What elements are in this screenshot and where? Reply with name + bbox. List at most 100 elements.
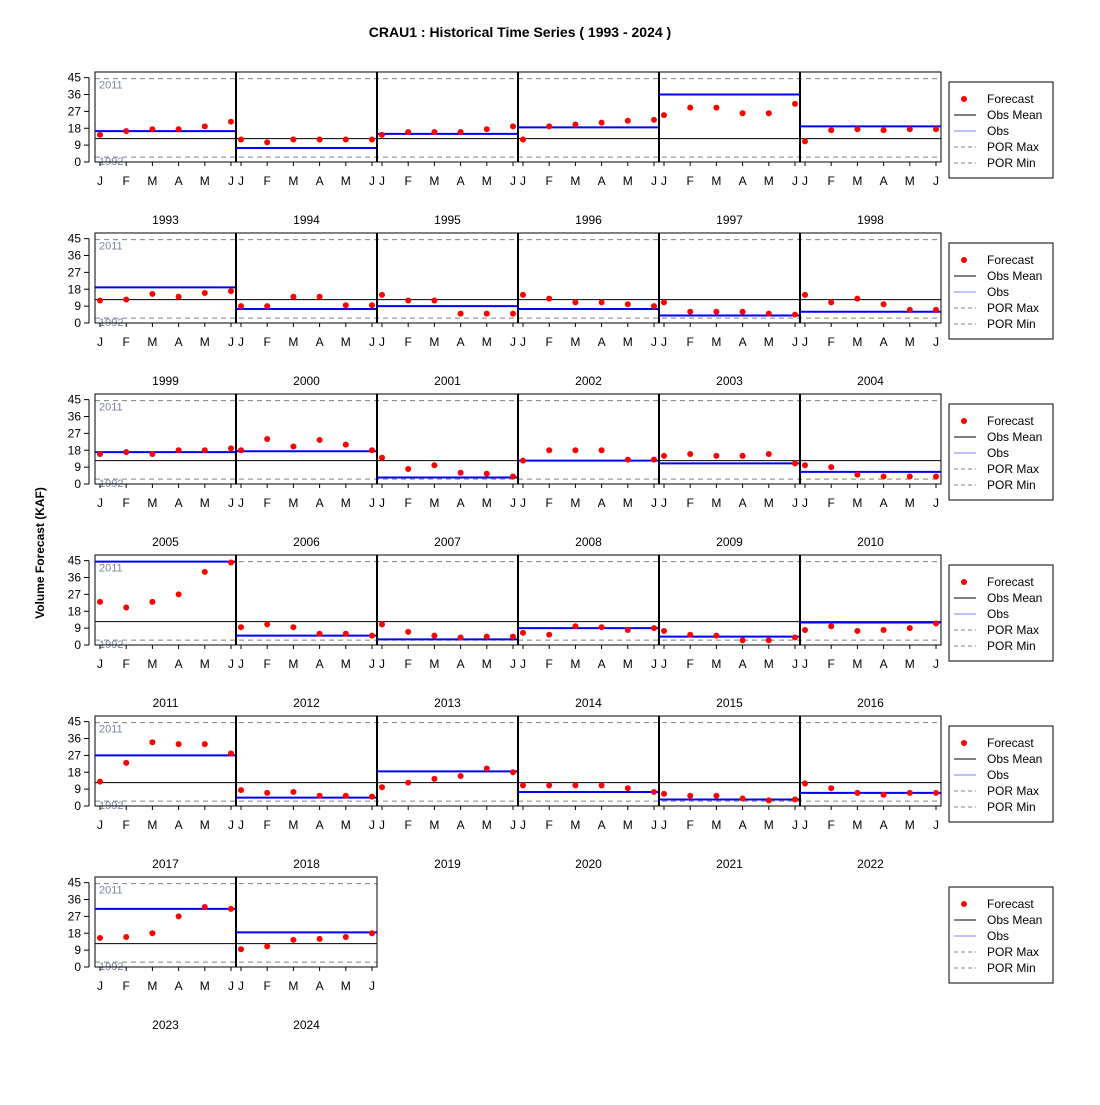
forecast-point [369, 447, 375, 454]
forecast-point [342, 934, 349, 940]
month-label: M [482, 335, 492, 349]
forecast-point [546, 631, 553, 638]
month-label: J [510, 657, 516, 671]
forecast-point [713, 792, 720, 799]
month-label: J [661, 496, 667, 510]
y-tick-label: 27 [68, 104, 82, 118]
forecast-point [828, 785, 835, 792]
panel-frame [235, 715, 378, 807]
month-label: J [792, 818, 798, 832]
month-label: F [264, 174, 271, 188]
forecast-point [510, 473, 516, 480]
month-label: F [828, 174, 835, 188]
forecast-point [457, 310, 464, 317]
year-label: 2004 [857, 374, 884, 388]
month-label: J [379, 818, 385, 832]
forecast-point [342, 302, 349, 309]
forecast-point [431, 632, 438, 639]
month-label: M [711, 335, 721, 349]
month-label: M [570, 496, 580, 510]
month-label: M [623, 496, 633, 510]
forecast-point [379, 621, 385, 628]
month-label: A [175, 657, 183, 671]
forecast-point [651, 303, 657, 310]
month-label: M [905, 818, 915, 832]
forecast-point [149, 451, 156, 457]
legend-label: Obs [987, 929, 1009, 943]
month-label: J [661, 818, 667, 832]
month-label: F [264, 335, 271, 349]
forecast-point [123, 296, 130, 303]
forecast-point [510, 310, 516, 317]
forecast-point [906, 306, 913, 313]
forecast-point [598, 299, 605, 306]
forecast-point [854, 295, 861, 302]
month-label: J [651, 174, 657, 188]
forecast-point [175, 741, 182, 748]
month-label: M [288, 979, 298, 993]
forecast-point [624, 456, 631, 463]
year-label: 2000 [293, 374, 320, 388]
month-label: J [802, 174, 808, 188]
month-label: F [264, 979, 271, 993]
forecast-point [661, 627, 667, 634]
month-label: M [341, 979, 351, 993]
month-label: J [369, 818, 375, 832]
month-label: J [802, 657, 808, 671]
forecast-point [123, 604, 130, 611]
month-label: J [97, 657, 103, 671]
forecast-point [483, 470, 490, 477]
month-label: M [905, 174, 915, 188]
month-label: J [933, 174, 939, 188]
forecast-point [379, 131, 385, 138]
year-label: 2008 [575, 535, 602, 549]
forecast-point [175, 447, 182, 454]
forecast-point [290, 936, 297, 943]
year-label: 2024 [293, 1018, 320, 1032]
year-label: 2003 [716, 374, 743, 388]
forecast-point [792, 634, 798, 641]
forecast-point [342, 441, 349, 448]
y-tick-label: 0 [74, 638, 81, 652]
forecast-point [379, 291, 385, 298]
panel-frame [799, 554, 942, 646]
month-label: J [238, 657, 244, 671]
month-label: J [933, 657, 939, 671]
forecast-point [854, 471, 861, 478]
forecast-point [175, 126, 182, 133]
month-label: F [828, 818, 835, 832]
month-label: J [933, 335, 939, 349]
y-tick-label: 18 [68, 443, 82, 457]
month-label: M [482, 496, 492, 510]
year-label: 2002 [575, 374, 602, 388]
month-label: M [200, 174, 210, 188]
y-tick-label: 36 [68, 732, 82, 746]
month-label: J [651, 335, 657, 349]
month-label: J [228, 496, 234, 510]
forecast-point [149, 930, 156, 937]
month-label: J [510, 335, 516, 349]
month-label: J [933, 818, 939, 832]
forecast-point [123, 759, 130, 766]
month-label: M [147, 174, 157, 188]
forecast-point [765, 637, 772, 644]
forecast-point [520, 629, 526, 636]
month-label: M [905, 657, 915, 671]
forecast-point [828, 623, 835, 630]
y-tick-label: 18 [68, 926, 82, 940]
y-tick-label: 36 [68, 88, 82, 102]
legend-label: Obs Mean [987, 752, 1042, 766]
forecast-point [457, 773, 464, 779]
forecast-point [483, 765, 490, 772]
forecast-point [379, 784, 385, 791]
forecast-point [713, 104, 720, 111]
forecast-point [483, 310, 490, 317]
forecast-point [739, 308, 746, 315]
legend-label: POR Max [987, 462, 1039, 476]
forecast-point [828, 464, 835, 471]
forecast-point [802, 462, 808, 469]
month-label: M [482, 818, 492, 832]
forecast-point [238, 946, 244, 953]
forecast-point [739, 795, 746, 802]
